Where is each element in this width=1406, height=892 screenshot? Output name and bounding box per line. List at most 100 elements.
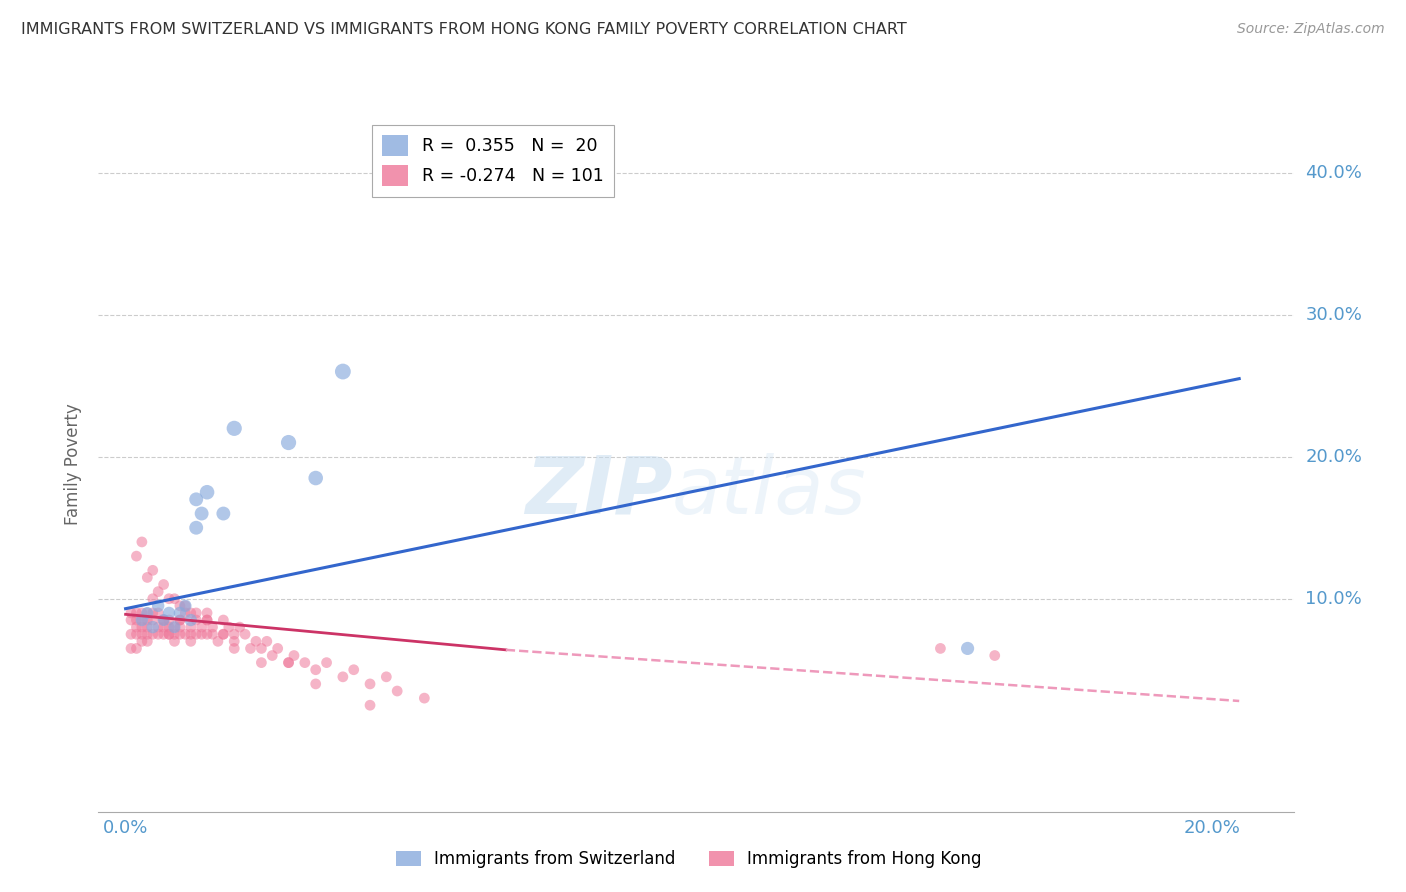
Point — [157, 627, 180, 641]
Text: IMMIGRANTS FROM SWITZERLAND VS IMMIGRANTS FROM HONG KONG FAMILY POVERTY CORRELAT: IMMIGRANTS FROM SWITZERLAND VS IMMIGRANT… — [21, 22, 907, 37]
Point — [169, 627, 191, 641]
Point — [190, 620, 212, 634]
Point — [212, 507, 235, 521]
Point — [174, 627, 197, 641]
Point — [142, 606, 165, 620]
Point — [186, 521, 208, 535]
Legend: Immigrants from Switzerland, Immigrants from Hong Kong: Immigrants from Switzerland, Immigrants … — [389, 844, 988, 875]
Point — [157, 613, 180, 627]
Point — [142, 620, 165, 634]
Point — [224, 641, 246, 656]
Point — [245, 634, 267, 648]
Point — [305, 677, 328, 691]
Point — [186, 606, 208, 620]
Point — [186, 627, 208, 641]
Point — [120, 627, 142, 641]
Point — [131, 606, 153, 620]
Point — [136, 606, 159, 620]
Point — [157, 627, 180, 641]
Point — [136, 627, 159, 641]
Point — [148, 584, 170, 599]
Point — [212, 627, 235, 641]
Point — [157, 620, 180, 634]
Point — [267, 641, 290, 656]
Point — [131, 627, 153, 641]
Point — [120, 641, 142, 656]
Point — [152, 613, 174, 627]
Point — [180, 613, 202, 627]
Point — [180, 627, 202, 641]
Point — [120, 606, 142, 620]
Point — [136, 620, 159, 634]
Point — [136, 613, 159, 627]
Point — [929, 641, 952, 656]
Point — [195, 606, 218, 620]
Point — [148, 606, 170, 620]
Point — [224, 634, 246, 648]
Text: ZIP: ZIP — [524, 452, 672, 531]
Point — [256, 634, 278, 648]
Point — [174, 599, 197, 613]
Point — [195, 613, 218, 627]
Point — [125, 641, 148, 656]
Point — [125, 549, 148, 563]
Point — [169, 613, 191, 627]
Point — [136, 570, 159, 584]
Point — [984, 648, 1007, 663]
Point — [315, 656, 337, 670]
Point — [305, 663, 328, 677]
Point — [131, 634, 153, 648]
Text: 40.0%: 40.0% — [1305, 164, 1362, 182]
Point — [169, 620, 191, 634]
Point — [250, 641, 273, 656]
Point — [277, 656, 299, 670]
Point — [174, 606, 197, 620]
Point — [152, 620, 174, 634]
Point — [148, 627, 170, 641]
Point — [359, 698, 381, 713]
Point — [385, 684, 409, 698]
Point — [190, 627, 212, 641]
Point — [375, 670, 398, 684]
Point — [224, 421, 246, 435]
Point — [136, 606, 159, 620]
Point — [212, 627, 235, 641]
Point — [120, 613, 142, 627]
Point — [186, 492, 208, 507]
Point — [131, 535, 153, 549]
Point — [224, 627, 246, 641]
Point — [142, 627, 165, 641]
Point — [131, 620, 153, 634]
Point — [228, 620, 250, 634]
Text: 20.0%: 20.0% — [1305, 448, 1362, 466]
Y-axis label: Family Poverty: Family Poverty — [65, 403, 83, 524]
Point — [125, 606, 148, 620]
Point — [169, 599, 191, 613]
Point — [142, 613, 165, 627]
Text: Source: ZipAtlas.com: Source: ZipAtlas.com — [1237, 22, 1385, 37]
Point — [148, 599, 170, 613]
Point — [201, 620, 224, 634]
Point — [201, 627, 224, 641]
Text: 30.0%: 30.0% — [1305, 306, 1362, 324]
Point — [250, 656, 273, 670]
Point — [180, 606, 202, 620]
Point — [277, 656, 299, 670]
Point — [277, 435, 299, 450]
Point — [152, 613, 174, 627]
Point — [174, 599, 197, 613]
Text: atlas: atlas — [672, 452, 868, 531]
Point — [233, 627, 256, 641]
Point — [142, 563, 165, 577]
Point — [157, 606, 180, 620]
Point — [180, 620, 202, 634]
Point — [125, 620, 148, 634]
Point — [956, 641, 979, 656]
Point — [294, 656, 316, 670]
Point — [239, 641, 262, 656]
Legend: R =  0.355   N =  20, R = -0.274   N = 101: R = 0.355 N = 20, R = -0.274 N = 101 — [371, 125, 614, 196]
Point — [152, 577, 174, 591]
Point — [186, 613, 208, 627]
Point — [136, 634, 159, 648]
Point — [125, 613, 148, 627]
